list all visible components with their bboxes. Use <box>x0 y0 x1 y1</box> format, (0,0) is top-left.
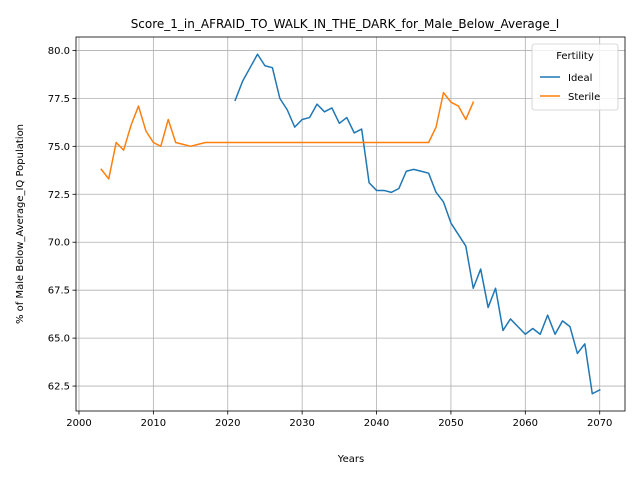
x-tick-label: 2010 <box>141 418 166 429</box>
x-tick-label: 2000 <box>66 418 91 429</box>
series-layer <box>100 53 601 395</box>
y-tick-label: 70.0 <box>48 238 70 249</box>
plot-frame <box>75 36 626 412</box>
series-line-ideal <box>234 53 601 395</box>
y-tick-label: 72.5 <box>48 190 70 201</box>
y-tick-label: 80.0 <box>48 46 70 57</box>
y-axis-label: % of Male Below_Average_IQ Population <box>15 124 26 324</box>
y-tick-label: 62.5 <box>48 382 70 393</box>
axes: 2000 2010 2020 2030 2040 2050 2060 2070 62.5 65.0… <box>48 46 613 429</box>
y-tick-label: 75.0 <box>48 142 70 153</box>
y-tick-label: 67.5 <box>48 286 70 297</box>
x-tick-label: 2040 <box>364 418 389 429</box>
legend-label-ideal: Ideal <box>568 73 592 84</box>
x-axis-label: Years <box>337 454 364 465</box>
y-tick-label: 65.0 <box>48 334 70 345</box>
x-tick-label: 2060 <box>513 418 538 429</box>
x-tick-label: 2050 <box>438 418 463 429</box>
x-tick-label: 2070 <box>587 418 612 429</box>
x-tick-label: 2020 <box>215 418 240 429</box>
chart-title: Score_1_in_AFRAID_TO_WALK_IN_THE_DARK_fo… <box>131 17 560 31</box>
legend-label-sterile: Sterile <box>568 92 600 103</box>
y-tick-label: 77.5 <box>48 94 70 105</box>
series-line-sterile <box>100 91 475 180</box>
legend: Fertility Ideal Sterile <box>531 43 619 111</box>
x-tick-label: 2030 <box>289 418 314 429</box>
legend-title: Fertility <box>556 51 594 62</box>
legend-box <box>531 43 619 111</box>
